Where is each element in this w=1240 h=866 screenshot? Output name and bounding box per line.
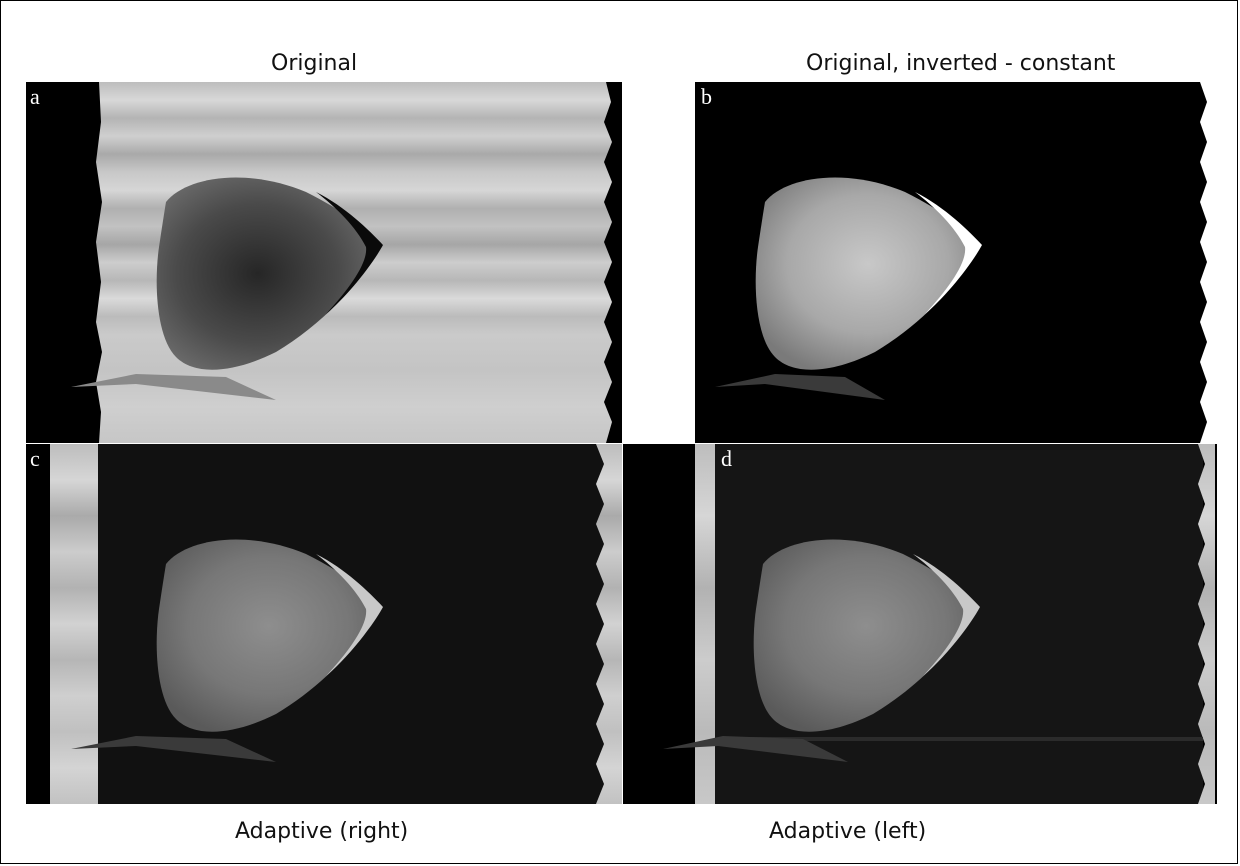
title-original-inverted: Original, inverted - constant: [806, 51, 1116, 76]
panel-label-a: a: [30, 84, 40, 109]
panel-a-image: [26, 82, 622, 443]
title-adaptive-right: Adaptive (right): [235, 819, 409, 844]
title-original: Original: [271, 51, 358, 76]
panel-d-image: [623, 444, 1217, 804]
panel-label-c: c: [30, 446, 40, 471]
panel-d-adaptive-left: d: [623, 444, 1217, 804]
panel-c-image: [26, 444, 622, 804]
title-adaptive-left: Adaptive (left): [769, 819, 927, 844]
panel-b-original-inverted: b: [695, 82, 1215, 443]
panel-label-d: d: [721, 446, 732, 471]
panel-label-b: b: [701, 84, 712, 109]
panel-b-image: [695, 82, 1215, 443]
panel-a-original: a: [26, 82, 622, 443]
panel-c-adaptive-right: c: [26, 444, 622, 804]
